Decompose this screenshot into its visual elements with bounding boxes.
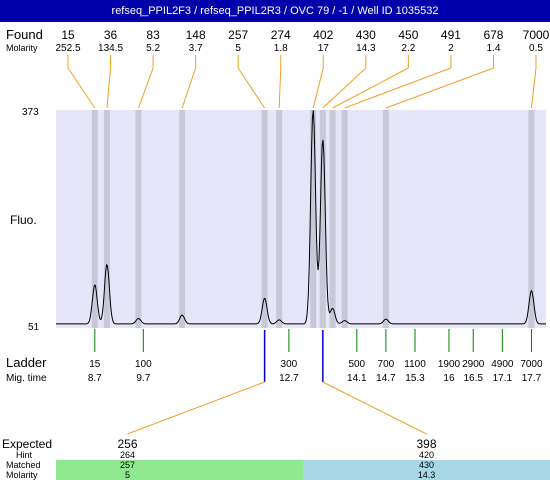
peak-lane <box>135 110 142 328</box>
peak-lane <box>103 110 110 328</box>
found-label: Found <box>6 27 43 42</box>
ladder-mig-time: 12.7 <box>279 373 299 384</box>
fluo-label: Fluo. <box>10 213 37 227</box>
matched-band <box>303 460 550 480</box>
ladder-size: 15 <box>89 359 101 370</box>
ladder-mig-time: 17.7 <box>522 373 542 384</box>
peak-lane <box>528 110 535 328</box>
found-connector-diagonal <box>332 67 409 109</box>
found-size: 83 <box>146 28 160 42</box>
title-text: refseq_PPIL2F3 / refseq_PPIL2R3 / OVC 79… <box>111 5 439 17</box>
peak-lane <box>276 110 283 328</box>
ladder-mig-time: 8.7 <box>88 373 102 384</box>
hint-size: 420 <box>419 450 434 460</box>
hint-size: 264 <box>120 450 135 460</box>
peak-lane <box>319 110 326 328</box>
peak-lane <box>91 110 98 328</box>
peak-lane <box>382 110 389 328</box>
found-molarity: 17 <box>318 43 330 54</box>
matched-size: 430 <box>419 460 434 470</box>
ladder-size: 500 <box>348 359 365 370</box>
found-size: 36 <box>104 28 118 42</box>
y-tick-bottom: 51 <box>28 322 40 333</box>
found-molarity: 3.7 <box>189 43 203 54</box>
found-size: 15 <box>61 28 75 42</box>
ladder-mig-time: 14.1 <box>347 373 367 384</box>
found-molarity: 14.3 <box>356 43 376 54</box>
found-connector-diagonal <box>322 67 367 109</box>
found-molarity: 5.2 <box>146 43 160 54</box>
found-size: 491 <box>441 28 461 42</box>
found-size: 430 <box>356 28 376 42</box>
bottom-molarity-label: Molarity <box>6 470 38 480</box>
found-molarity: 252.5 <box>55 43 80 54</box>
found-connector-diagonal <box>530 67 537 109</box>
matched-band <box>56 460 303 480</box>
found-connector-diagonal <box>237 67 266 109</box>
peak-lane <box>341 110 348 328</box>
found-molarity: 0.5 <box>529 43 543 54</box>
ladder-mig-time: 17.1 <box>493 373 513 384</box>
ladder-mig-time: 16.5 <box>463 373 483 384</box>
fluorescence-trace <box>56 110 546 325</box>
peak-lane <box>179 110 186 328</box>
mig-time-label: Mig. time <box>6 373 47 384</box>
ladder-size: 7000 <box>520 359 543 370</box>
found-size: 148 <box>186 28 206 42</box>
found-size: 402 <box>313 28 333 42</box>
peak-lane <box>329 110 336 328</box>
found-molarity: 2 <box>448 43 454 54</box>
found-molarity: 1.8 <box>274 43 288 54</box>
expected-label: Expected <box>2 437 52 451</box>
peak-lane <box>310 110 317 328</box>
ladder-mig-time: 9.7 <box>136 373 150 384</box>
ladder-mig-time: 16 <box>443 373 455 384</box>
ladder-size: 100 <box>135 359 152 370</box>
hint-label: Hint <box>16 450 33 460</box>
found-molarity: 5 <box>235 43 241 54</box>
matched-label: Matched <box>6 460 41 470</box>
ladder-mig-time: 15.3 <box>405 373 425 384</box>
plot-area <box>56 110 546 328</box>
ladder-mig-time: 14.7 <box>376 373 396 384</box>
molarity-label: Molarity <box>6 43 38 53</box>
matched-size: 257 <box>120 460 135 470</box>
found-connector-diagonal <box>138 67 154 109</box>
found-size: 257 <box>228 28 248 42</box>
electropherogram-chart: Found Molarity Fluo. Ladder Mig. time Ex… <box>2 27 550 480</box>
ladder-label: Ladder <box>6 355 47 370</box>
found-size: 7000 <box>523 28 550 42</box>
expected-size: 398 <box>416 437 436 451</box>
matched-molarity: 5 <box>125 470 130 480</box>
found-connector-diagonal <box>278 67 282 109</box>
y-tick-top: 373 <box>22 107 39 118</box>
expected-size: 256 <box>117 437 137 451</box>
found-connector-diagonal <box>344 67 452 109</box>
matched-molarity: 14.3 <box>418 470 436 480</box>
found-connector-diagonal <box>385 67 494 109</box>
found-molarity: 134.5 <box>98 43 123 54</box>
ladder-size: 300 <box>281 359 298 370</box>
found-connector-diagonal <box>106 67 112 109</box>
expected-connector <box>322 381 427 435</box>
ladder-size: 4900 <box>491 359 514 370</box>
found-connector-diagonal <box>67 67 96 109</box>
peak-lane <box>261 110 268 328</box>
ladder-size: 2900 <box>462 359 485 370</box>
found-molarity: 1.4 <box>487 43 501 54</box>
found-size: 450 <box>398 28 418 42</box>
ladder-size: 1900 <box>438 359 461 370</box>
found-size: 678 <box>483 28 503 42</box>
found-connector-diagonal <box>181 67 197 109</box>
ladder-size: 700 <box>378 359 395 370</box>
found-connector-diagonal <box>312 67 324 109</box>
ladder-size: 1100 <box>404 359 426 370</box>
found-size: 274 <box>271 28 291 42</box>
title-bar: refseq_PPIL2F3 / refseq_PPIL2R3 / OVC 79… <box>0 0 550 22</box>
expected-connector <box>127 381 265 435</box>
found-molarity: 2.2 <box>401 43 415 54</box>
